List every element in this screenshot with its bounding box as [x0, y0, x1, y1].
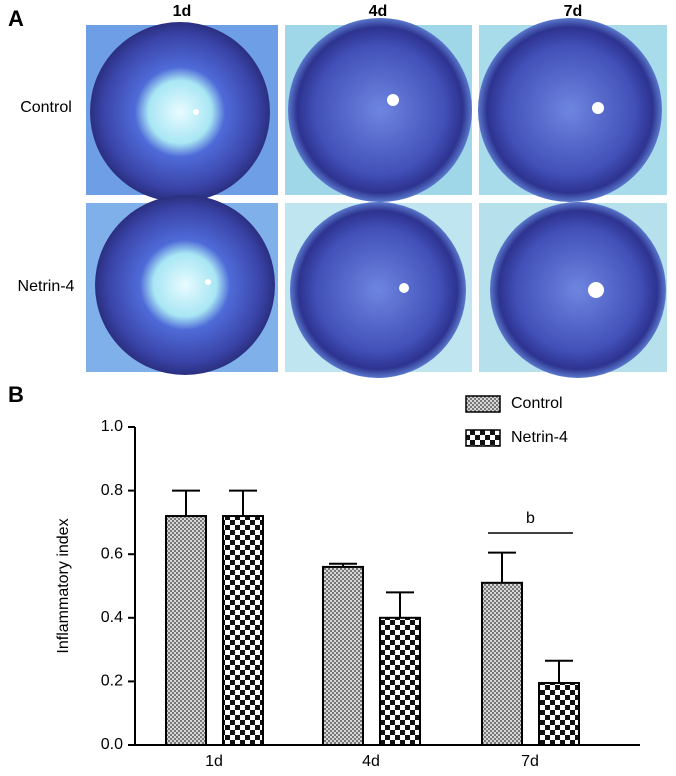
- legend-swatch: [465, 429, 501, 447]
- bar: [379, 616, 421, 746]
- bar: [481, 581, 523, 746]
- legend-swatch: [465, 395, 501, 413]
- x-tick-label: 4d: [362, 753, 380, 770]
- column-label: 7d: [564, 3, 583, 20]
- panel-label: B: [8, 382, 24, 407]
- eye-photo: [285, 202, 472, 378]
- x-tick-label: 7d: [521, 753, 539, 770]
- column-label: 1d: [173, 3, 192, 20]
- significance-label: b: [526, 510, 535, 527]
- photo-grid: [86, 18, 667, 378]
- bar: [322, 565, 364, 746]
- y-axis-label: Inflammatory index: [55, 518, 72, 653]
- bar: [538, 681, 580, 746]
- y-tick-label: 0.0: [101, 736, 123, 753]
- eye-photo: [86, 22, 278, 202]
- legend-label: Control: [511, 395, 563, 412]
- y-tick-label: 0.4: [101, 609, 123, 626]
- y-tick-label: 0.8: [101, 482, 123, 499]
- eye-photo: [478, 18, 667, 202]
- y-tick-label: 1.0: [101, 418, 123, 435]
- legend-label: Netrin-4: [511, 429, 568, 446]
- y-tick-label: 0.6: [101, 545, 123, 562]
- bar: [165, 515, 207, 746]
- row-label: Netrin-4: [18, 278, 75, 295]
- bar: [222, 515, 264, 746]
- row-label: Control: [20, 99, 72, 116]
- x-tick-label: 1d: [205, 753, 223, 770]
- panel-label: A: [8, 6, 24, 31]
- eye-photo: [285, 18, 472, 202]
- column-label: 4d: [369, 3, 388, 20]
- y-tick-label: 0.2: [101, 673, 123, 690]
- eye-photo: [86, 195, 278, 375]
- eye-photo: [479, 202, 667, 378]
